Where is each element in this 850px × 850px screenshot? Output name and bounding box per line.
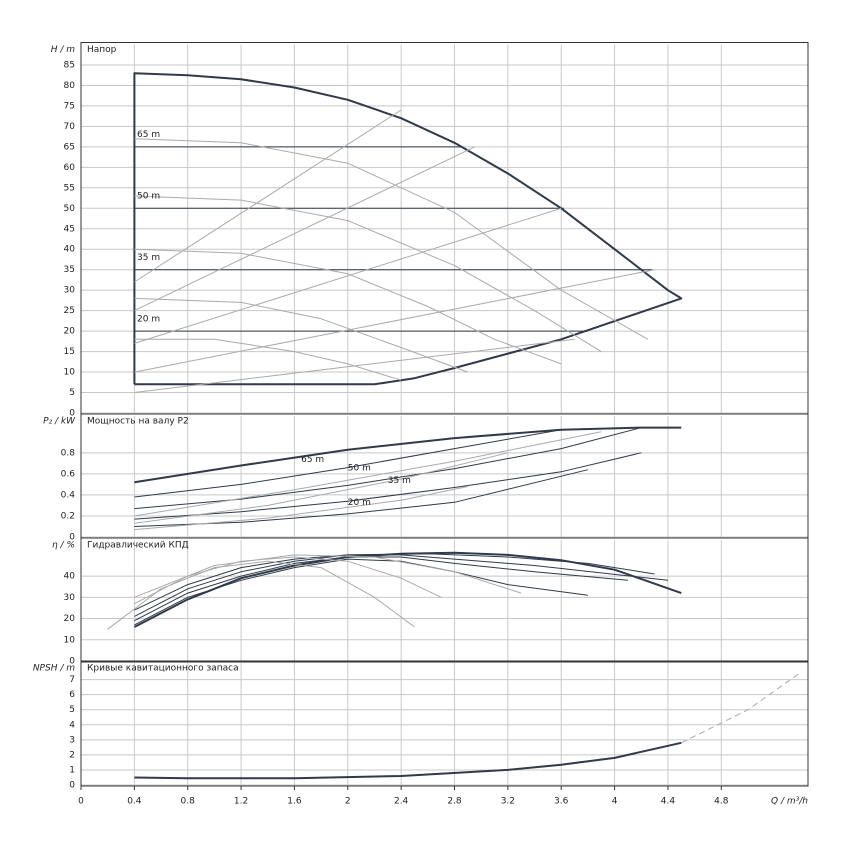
y-tick-label: 5 [69, 388, 75, 398]
y-tick-label: 10 [64, 635, 76, 645]
y-tick-label: 25 [64, 306, 75, 316]
curve [134, 338, 575, 393]
y-tick-label: 80 [64, 81, 76, 91]
y-tick-label: 85 [64, 60, 75, 70]
curve-label: 35 m [137, 253, 160, 263]
y-tick-label: 30 [64, 593, 76, 603]
curve [134, 452, 642, 520]
curve-label: 65 m [301, 455, 324, 465]
curve-label: 35 m [388, 476, 411, 486]
y-tick-label: 2 [69, 750, 75, 760]
y-axis-label: η / % [52, 541, 75, 551]
curve [134, 338, 402, 381]
y-tick-label: 20 [64, 327, 76, 337]
curve [134, 269, 655, 373]
curve [107, 560, 415, 630]
x-tick-label: 4.4 [661, 797, 676, 807]
curve [134, 558, 588, 626]
curve [134, 207, 562, 344]
panel-title: Гидравлический КПД [87, 541, 189, 551]
curve-label: 50 m [137, 192, 160, 202]
y-tick-label: 0 [69, 657, 75, 667]
y-tick-label: 3 [69, 735, 75, 745]
panel-frame [80, 660, 809, 787]
curve-label: 50 m [348, 463, 371, 473]
curve [134, 556, 628, 622]
y-tick-label: 15 [64, 347, 75, 357]
x-tick-label: 1.6 [287, 797, 302, 807]
y-tick-label: 40 [64, 245, 76, 255]
x-tick-label: 0 [78, 797, 84, 807]
curve [134, 486, 468, 531]
y-tick-label: 0 [69, 409, 75, 419]
y-axis-label: H / m [51, 45, 76, 55]
curve [134, 427, 642, 510]
y-tick-label: 0.4 [61, 490, 76, 500]
panel-frame [80, 537, 809, 663]
y-tick-label: 0.2 [61, 511, 75, 521]
curve-label: 20 m [348, 498, 371, 508]
curve [134, 554, 522, 598]
y-tick-label: 55 [64, 183, 75, 193]
curve [681, 671, 802, 744]
x-tick-label: 2 [345, 797, 351, 807]
x-tick-label: 1.2 [234, 797, 248, 807]
panel-title: Мощность на валу P2 [87, 417, 189, 427]
x-tick-label: 3.6 [554, 797, 569, 807]
y-tick-label: 0.8 [61, 448, 76, 458]
y-tick-label: 75 [64, 101, 75, 111]
y-axis-label: NPSH / m [33, 664, 75, 674]
y-tick-label: 10 [64, 368, 76, 378]
y-tick-label: 5 [69, 705, 75, 715]
x-tick-label: 0.4 [127, 797, 142, 807]
y-tick-label: 0 [69, 781, 75, 791]
curve-label: 20 m [137, 314, 160, 324]
panel-title: Кривые кавитационного запаса [87, 664, 239, 674]
y-tick-label: 35 [64, 265, 75, 275]
curve [134, 741, 682, 780]
y-tick-label: 0.6 [61, 469, 76, 479]
curve [134, 297, 468, 373]
y-tick-label: 60 [64, 163, 76, 173]
y-tick-label: 20 [64, 614, 76, 624]
y-tick-label: 1 [69, 765, 75, 775]
y-tick-label: 70 [64, 122, 76, 132]
panel-title: Напор [87, 45, 117, 55]
curve [134, 429, 562, 498]
curve [134, 138, 649, 340]
y-axis-label: P₂ / kW [43, 417, 76, 427]
x-tick-label: 3.2 [501, 797, 515, 807]
y-tick-label: 40 [64, 572, 76, 582]
y-tick-label: 30 [64, 286, 76, 296]
panel-frame [80, 413, 809, 539]
curve [134, 452, 509, 524]
x-tick-label: 0.8 [181, 797, 196, 807]
curve [134, 553, 655, 611]
curve-label: 65 m [137, 130, 160, 140]
y-tick-label: 65 [64, 142, 75, 152]
curve [134, 248, 562, 365]
x-tick-label: 2.8 [447, 797, 462, 807]
x-axis-label: Q / m³/h [771, 797, 808, 807]
curve [134, 431, 602, 517]
curve [134, 109, 402, 283]
x-tick-label: 4.8 [714, 797, 729, 807]
y-tick-label: 0 [69, 533, 75, 543]
x-tick-label: 2.4 [394, 797, 409, 807]
y-tick-label: 45 [64, 224, 75, 234]
x-tick-label: 4 [612, 797, 618, 807]
y-tick-label: 6 [69, 690, 75, 700]
y-tick-label: 50 [64, 204, 76, 214]
curve [133, 551, 682, 628]
curve [134, 195, 602, 353]
curve [134, 146, 475, 312]
y-tick-label: 4 [69, 720, 75, 730]
y-tick-label: 7 [69, 675, 75, 685]
